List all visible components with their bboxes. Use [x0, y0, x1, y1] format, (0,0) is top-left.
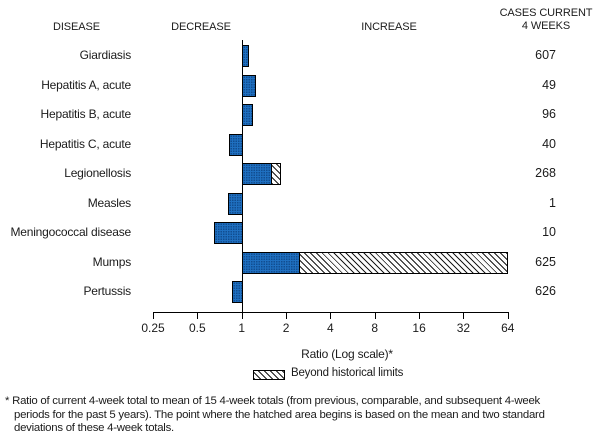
column-header-cases-line2: 4 WEEKS — [521, 20, 571, 32]
cases-value: 40 — [542, 136, 556, 151]
x-axis-tick — [375, 311, 376, 319]
ratio-bar-solid — [228, 192, 243, 215]
ratio-bar-solid — [232, 281, 243, 303]
x-axis-tick-label: 32 — [456, 320, 471, 335]
x-axis-tick-label: 4 — [327, 320, 334, 335]
cases-value: 625 — [535, 254, 556, 269]
ratio-bar-solid — [229, 133, 243, 156]
disease-label: Hepatitis A, acute — [41, 77, 131, 92]
x-axis-tick — [153, 311, 154, 319]
legend-hatch-swatch — [253, 370, 285, 380]
disease-label: Pertussis — [83, 284, 131, 298]
footnote-line: deviations of these 4-week totals. — [14, 422, 174, 435]
ratio-bar-solid — [241, 104, 253, 126]
column-header-cases: CASES CURRENT 4 WEEKS — [496, 7, 596, 33]
x-axis-tick — [197, 311, 198, 319]
x-axis-tick — [242, 311, 243, 319]
ratio-bar-hatched — [270, 163, 282, 185]
disease-label: Measles — [87, 195, 131, 210]
x-axis-tick-label: 2 — [282, 320, 290, 335]
x-axis-tick-label: 16 — [412, 320, 426, 335]
cases-value: 268 — [535, 166, 556, 180]
disease-label: Hepatitis B, acute — [40, 107, 132, 121]
x-axis-tick — [286, 311, 287, 319]
x-axis-title: Ratio (Log scale)* — [301, 347, 393, 361]
column-header-increase: INCREASE — [361, 21, 417, 33]
column-header-cases-line1: CASES CURRENT — [499, 7, 593, 19]
footnote: * Ratio of current 4-week total to mean … — [5, 395, 545, 436]
x-axis-tick-label: 0.25 — [141, 320, 165, 335]
x-axis-tick — [463, 311, 464, 319]
x-axis-tick — [330, 311, 331, 319]
disease-label: Hepatitis C, acute — [39, 136, 131, 151]
disease-label: Giardiasis — [79, 48, 132, 62]
cases-value: 10 — [542, 225, 556, 239]
footnote-line: periods for the past 5 years). The point… — [14, 408, 545, 421]
x-axis-tick — [419, 311, 420, 319]
cases-value: 49 — [542, 77, 556, 92]
ratio-bar-solid — [241, 251, 301, 274]
disease-label: Legionellosis — [64, 166, 131, 180]
x-axis-tick-label: 8 — [371, 320, 379, 335]
column-header-decrease: DECREASE — [171, 21, 231, 33]
ratio-bar-solid — [214, 222, 243, 244]
cases-value: 626 — [535, 284, 556, 298]
legend-hatch-label: Beyond historical limits — [291, 367, 404, 379]
cases-value: 607 — [535, 48, 556, 62]
disease-label: Mumps — [92, 254, 132, 269]
cases-value: 1 — [549, 195, 556, 210]
ratio-bar-solid — [241, 74, 256, 97]
ratio-bar-hatched — [299, 251, 508, 274]
cases-value: 96 — [542, 107, 556, 121]
ratio-bar-solid — [241, 163, 272, 185]
x-axis-tick-label: 1 — [238, 320, 246, 335]
x-axis-tick-label: 64 — [501, 320, 515, 335]
column-header-disease: DISEASE — [53, 21, 100, 33]
x-axis-tick-label: 0.5 — [189, 320, 206, 335]
disease-label: Meningococcal disease — [10, 225, 131, 239]
x-axis-tick — [508, 311, 509, 319]
footnote-line: * Ratio of current 4-week total to mean … — [5, 395, 540, 407]
ratio-bar-solid — [241, 45, 249, 67]
